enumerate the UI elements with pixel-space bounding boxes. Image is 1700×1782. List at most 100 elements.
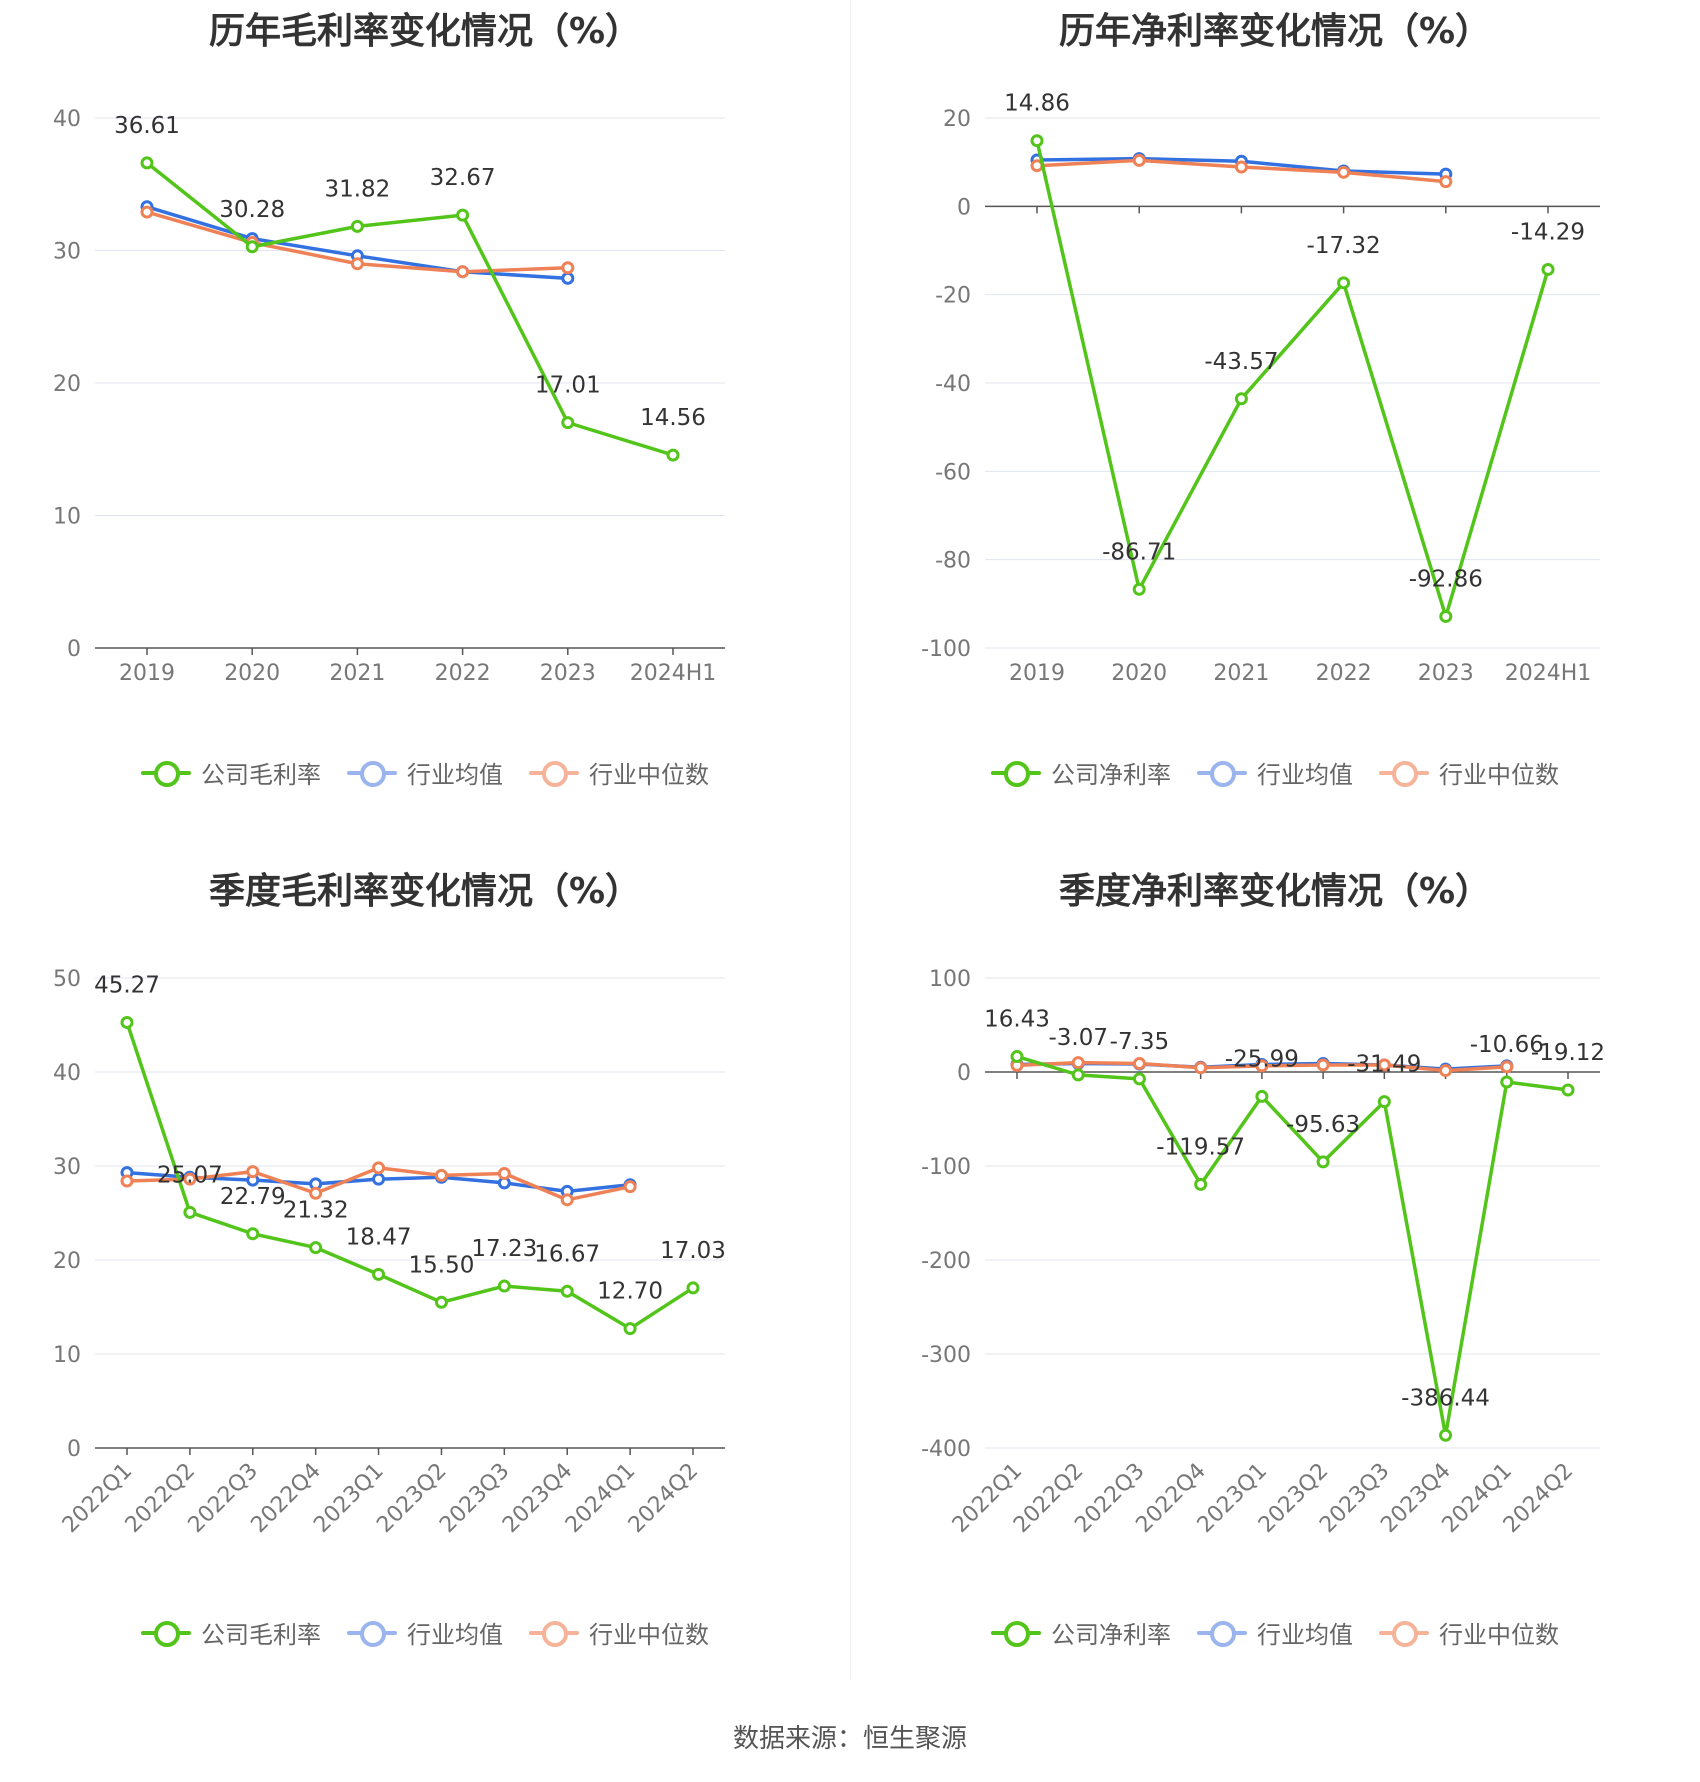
company-point xyxy=(1255,1089,1269,1103)
company-point xyxy=(666,448,680,462)
median-point xyxy=(1255,1059,1269,1073)
company-point xyxy=(1194,1177,1208,1191)
median-point xyxy=(1439,1064,1453,1078)
y-tick-label: 0 xyxy=(67,637,81,662)
data-label: -25.99 xyxy=(1225,1046,1299,1072)
company-point xyxy=(1132,582,1146,596)
legend-item-median[interactable]: 行业中位数 xyxy=(529,755,709,790)
median-point xyxy=(434,1168,448,1182)
x-tick-label: 2023 xyxy=(540,661,596,686)
company-series-line xyxy=(125,1021,694,1331)
data-label: -19.12 xyxy=(1531,1040,1605,1066)
company-point xyxy=(1132,1072,1146,1086)
legend-green-circle-icon xyxy=(991,760,1041,787)
company-point xyxy=(561,416,575,430)
data-label: -119.57 xyxy=(1156,1134,1245,1160)
y-tick-label: -20 xyxy=(935,284,971,309)
y-tick-label: 0 xyxy=(957,1061,971,1086)
chart-title: 历年净利率变化情况（%） xyxy=(1058,11,1492,52)
data-label: -14.29 xyxy=(1511,219,1585,245)
median-point xyxy=(1377,1058,1391,1072)
legend-item-median[interactable]: 行业中位数 xyxy=(1379,755,1559,790)
company-point xyxy=(1234,392,1248,406)
chart-legend[interactable]: 公司净利率 行业均值 行业中位数 xyxy=(850,755,1700,790)
company-point xyxy=(350,219,364,233)
median-point xyxy=(246,1165,260,1179)
median-point xyxy=(309,1186,323,1200)
legend-item-avg[interactable]: 行业均值 xyxy=(1197,1615,1353,1650)
company-point xyxy=(120,1015,134,1029)
chart-legend[interactable]: 公司毛利率 行业均值 行业中位数 xyxy=(0,755,850,790)
data-label: 14.86 xyxy=(1004,91,1070,117)
company-point xyxy=(246,1227,260,1241)
y-tick-label: 40 xyxy=(53,1061,81,1086)
median-point xyxy=(1316,1058,1330,1072)
data-label: -92.86 xyxy=(1409,566,1483,592)
legend-item-median[interactable]: 行业中位数 xyxy=(529,1615,709,1650)
legend-item-avg[interactable]: 行业均值 xyxy=(1197,755,1353,790)
x-tick-label: 2020 xyxy=(1111,661,1167,686)
quarterly-net-panel: 季度净利率变化情况（%） -400 -300 -200 -100 0 100 2022Q1 2… xyxy=(850,860,1700,1720)
y-tick-label: 40 xyxy=(53,107,81,132)
source-prefix: 数据来源： xyxy=(732,1724,863,1754)
legend-green-circle-icon xyxy=(141,760,191,787)
company-point xyxy=(183,1205,197,1219)
data-label: 17.01 xyxy=(535,373,601,399)
data-label: -10.66 xyxy=(1470,1032,1544,1058)
x-tick-label: 2019 xyxy=(1009,661,1065,686)
avg-point xyxy=(561,271,575,285)
data-label: 32.67 xyxy=(430,165,496,191)
company-point xyxy=(1377,1095,1391,1109)
annual-net-panel: 历年净利率变化情况（%） -100 -80 -60 -40 -20 0 20 2019 2020… xyxy=(850,0,1700,860)
data-label: -17.32 xyxy=(1307,233,1381,259)
data-label: -386.44 xyxy=(1401,1385,1490,1411)
data-label: 18.47 xyxy=(346,1224,412,1250)
data-label: 16.43 xyxy=(984,1007,1050,1033)
median-point xyxy=(1132,1057,1146,1071)
median-point xyxy=(183,1172,197,1186)
legend-item-company[interactable]: 公司毛利率 xyxy=(141,755,321,790)
median-point xyxy=(497,1167,511,1181)
y-tick-label: -300 xyxy=(921,1343,971,1368)
legend-orange-circle-icon xyxy=(1379,760,1429,787)
company-series-line xyxy=(1035,140,1550,619)
data-label: -3.07 xyxy=(1048,1025,1108,1051)
y-tick-label: 50 xyxy=(53,967,81,992)
chart-title: 季度毛利率变化情况（%） xyxy=(208,871,642,912)
legend-item-avg[interactable]: 行业均值 xyxy=(347,1615,503,1650)
company-series-line xyxy=(1016,1054,1569,1438)
legend-item-company[interactable]: 公司毛利率 xyxy=(141,1615,321,1650)
company-point xyxy=(434,1295,448,1309)
company-point xyxy=(1030,134,1044,148)
legend-item-company[interactable]: 公司净利率 xyxy=(991,1615,1171,1650)
data-label: 15.50 xyxy=(409,1252,475,1278)
panel-divider xyxy=(850,0,851,1680)
y-tick-label: 0 xyxy=(957,195,971,220)
y-tick-label: -40 xyxy=(935,372,971,397)
company-point xyxy=(309,1241,323,1255)
y-tick-label: -100 xyxy=(921,1155,971,1180)
legend-item-company[interactable]: 公司净利率 xyxy=(991,755,1171,790)
legend-item-median[interactable]: 行业中位数 xyxy=(1379,1615,1559,1650)
quarterly-net-chart: -400-300-200-10001002022Q12022Q22022Q320… xyxy=(921,967,1605,1538)
x-tick-label: 2022 xyxy=(1316,661,1372,686)
legend-blue-circle-icon xyxy=(347,760,397,787)
median-point xyxy=(1194,1061,1208,1075)
legend-green-circle-icon xyxy=(141,1620,191,1647)
y-tick-label: -80 xyxy=(935,549,971,574)
median-point xyxy=(1439,175,1453,189)
company-point xyxy=(372,1267,386,1281)
annual-net-chart: -100 -80 -60 -40 -20 0 20 2019 2020 2021 2022 2023 2… xyxy=(921,91,1600,686)
chart-legend[interactable]: 公司净利率 行业均值 行业中位数 xyxy=(850,1615,1700,1650)
data-label: 17.03 xyxy=(660,1238,726,1264)
legend-green-circle-icon xyxy=(991,1620,1041,1647)
median-point xyxy=(1234,160,1248,174)
x-tick-label: 2019 xyxy=(119,661,175,686)
chart-legend[interactable]: 公司毛利率 行业均值 行业中位数 xyxy=(0,1615,850,1650)
legend-item-avg[interactable]: 行业均值 xyxy=(347,755,503,790)
company-point xyxy=(140,156,154,170)
company-point xyxy=(1071,1068,1085,1082)
company-point xyxy=(1561,1083,1575,1097)
median-point xyxy=(120,1174,134,1188)
company-point xyxy=(1337,276,1351,290)
